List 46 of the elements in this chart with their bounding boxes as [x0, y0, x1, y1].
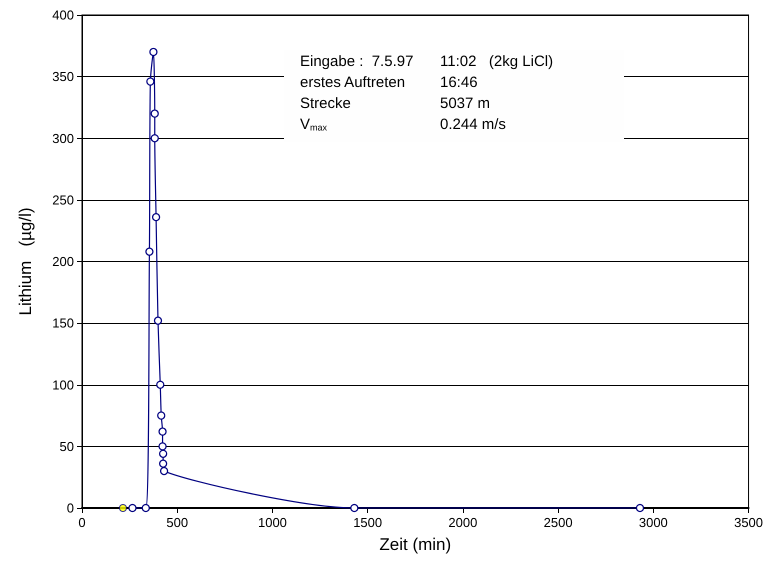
point	[154, 316, 162, 325]
y-axis-title: Lithium (µg/l)	[16, 207, 35, 316]
annotation: 11:02 (2kg LiCl)	[440, 53, 554, 70]
y-tick-label: 400	[52, 8, 74, 22]
x-tick-label: 2000	[448, 515, 478, 530]
point	[128, 504, 137, 512]
x-tick-label: 2500	[544, 515, 573, 530]
point	[159, 450, 168, 458]
x-tick-label: 1500	[353, 515, 382, 530]
x-tick-label: 3000	[638, 515, 668, 530]
annotation: erstes Auftreten	[300, 74, 406, 91]
point	[150, 110, 159, 118]
annotation: 0.244 m/s	[440, 116, 506, 133]
point	[636, 504, 644, 512]
point	[149, 48, 158, 56]
y-tick-label: 250	[52, 192, 74, 208]
annotation: 16:46	[440, 74, 478, 91]
x-tick-label: 3500	[734, 515, 763, 530]
y-tick-label: 100	[52, 377, 74, 392]
point	[157, 411, 166, 420]
x-tick-label: 0	[78, 515, 86, 530]
point	[142, 504, 150, 512]
point	[145, 248, 154, 256]
annotation: Vmax	[300, 116, 328, 133]
point	[146, 77, 154, 86]
point	[350, 504, 358, 512]
y-tick-label: 200	[52, 254, 74, 269]
annotation: Strecke	[300, 95, 351, 112]
point	[159, 460, 168, 468]
x-axis-title: Zeit (min)	[379, 535, 452, 554]
y-tick-label: 350	[52, 69, 74, 84]
annotation: Eingabe : 7.5.97	[300, 53, 414, 70]
point	[152, 213, 160, 222]
point	[156, 380, 164, 389]
y-tick-label: 0	[66, 500, 74, 516]
y-tick-label: 300	[52, 130, 74, 146]
y-tick-label: 150	[52, 316, 74, 331]
point	[158, 442, 167, 450]
point	[160, 466, 168, 476]
point	[118, 504, 127, 512]
x-tick-label: 500	[166, 515, 188, 530]
point	[158, 427, 167, 436]
y-tick-label: 50	[60, 438, 74, 454]
x-tick-label: 1000	[258, 515, 287, 530]
point	[150, 134, 159, 142]
annotation: 5037 m	[440, 95, 490, 112]
